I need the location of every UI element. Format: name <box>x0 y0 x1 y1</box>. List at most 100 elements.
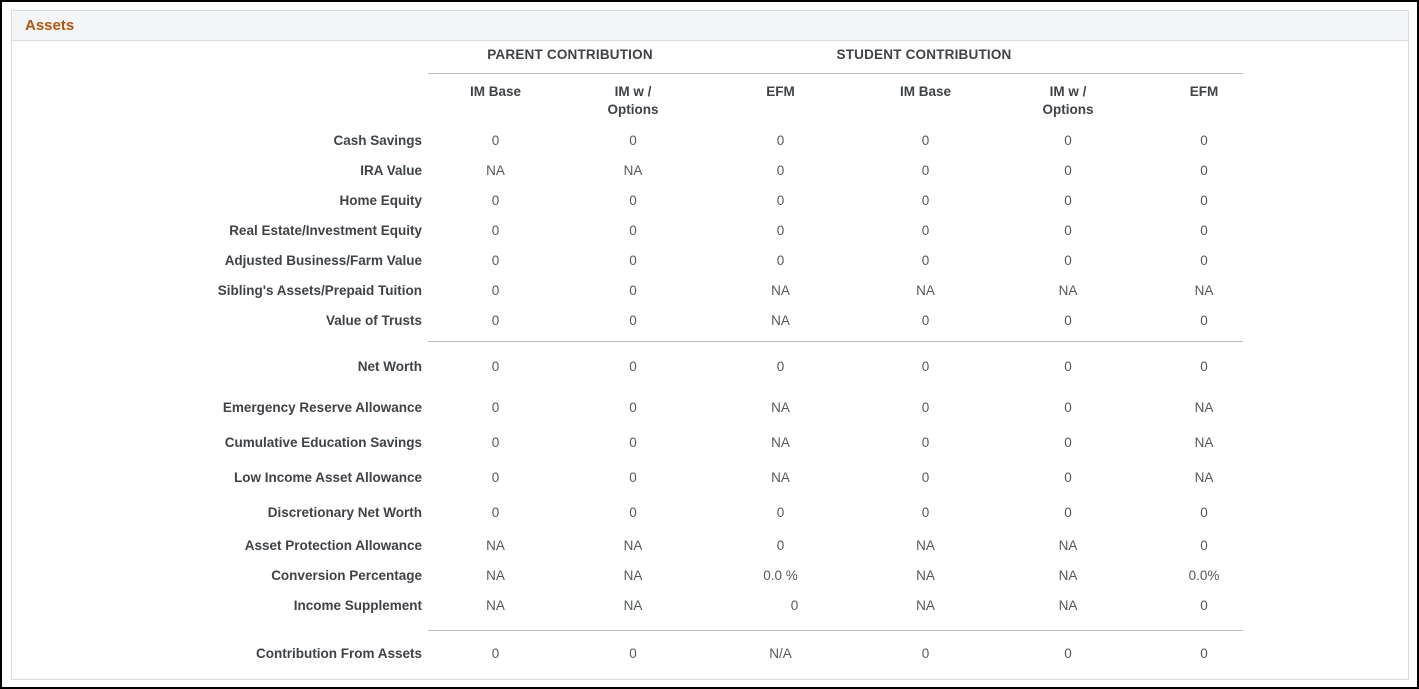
cell-value: 0 <box>1064 435 1072 450</box>
cell-value: 0 <box>921 435 930 450</box>
cell-value: 0 <box>1064 312 1072 328</box>
cell-value: 0 <box>491 645 500 661</box>
cell-value: 0 <box>921 505 930 520</box>
cell-value: 0 <box>776 505 785 520</box>
cell-value: NA <box>486 597 505 613</box>
cell-value: 0 <box>1200 312 1208 328</box>
cell-value: 0 <box>1064 470 1072 485</box>
parent-contribution-header: PARENT CONTRIBUTION <box>487 47 653 62</box>
cell-value: 0 <box>921 470 930 485</box>
cell-value: NA <box>771 470 790 485</box>
cell-value: 0 <box>921 312 930 328</box>
cell-value: 0 <box>776 358 785 374</box>
cell-value: 0 <box>1064 132 1072 148</box>
cell-value: 0 <box>921 358 930 374</box>
cell-value: 0 <box>921 222 930 238</box>
cell-value: 0 <box>629 222 637 238</box>
row-label: Adjusted Business/Farm Value <box>224 252 422 268</box>
cell-value: 0 <box>921 192 930 208</box>
cell-value: 0 <box>629 435 637 450</box>
row-label: IRA Value <box>360 162 422 178</box>
cell-value: 0 <box>1200 132 1208 148</box>
cell-value: 0 <box>1064 252 1072 268</box>
cell-value: NA <box>1194 400 1214 415</box>
row-label: Sibling's Assets/Prepaid Tuition <box>217 282 422 298</box>
row-label: Contribution From Assets <box>255 645 422 661</box>
cell-value: NA <box>771 435 790 450</box>
cell-value: NA <box>486 162 505 178</box>
row-label: Cumulative Education Savings <box>224 435 422 450</box>
cell-value: 0 <box>776 162 785 178</box>
column-group-header-row: PARENT CONTRIBUTION STUDENT CONTRIBUTION <box>12 47 1408 67</box>
cell-value: NA <box>1058 597 1078 613</box>
cell-value: 0 <box>1064 645 1072 661</box>
column-header-student-im-options: IM w / Options <box>1042 84 1094 117</box>
table-row-adjusted-business-farm-value: Adjusted Business/Farm Value 0 0 0 0 0 0 <box>12 245 1408 275</box>
table-row-low-income-asset-allowance: Low Income Asset Allowance 0 0 NA 0 0 NA <box>12 460 1408 495</box>
cell-value: 0 <box>491 132 500 148</box>
cell-value: 0 <box>491 505 500 520</box>
cell-value: 0 <box>1064 358 1072 374</box>
cell-value: 0 <box>491 282 500 298</box>
cell-value: 0 <box>491 470 500 485</box>
cell-value: 0 <box>629 312 637 328</box>
cell-value: 0 <box>1064 400 1072 415</box>
table-row-home-equity: Home Equity 0 0 0 0 0 0 <box>12 185 1408 215</box>
row-label: Real Estate/Investment Equity <box>229 222 422 238</box>
table-row-ira-value: IRA Value NA NA 0 0 0 0 <box>12 155 1408 185</box>
cell-value: 0 <box>776 537 785 553</box>
table-row-discretionary-net-worth: Discretionary Net Worth 0 0 0 0 0 0 <box>12 495 1408 530</box>
cell-value: NA <box>916 597 935 613</box>
cell-value: NA <box>486 537 505 553</box>
table-row-emergency-reserve-allowance: Emergency Reserve Allowance 0 0 NA 0 0 N… <box>12 390 1408 425</box>
cell-value: 0 <box>921 162 930 178</box>
cell-value: NA <box>771 312 790 328</box>
cell-value: 0 <box>491 400 500 415</box>
cell-value: N/A <box>769 645 792 661</box>
cell-value: 0 <box>1200 505 1208 520</box>
cell-value: 0 <box>629 252 637 268</box>
table-row-siblings-assets-prepaid-tuition: Sibling's Assets/Prepaid Tuition 0 0 NA … <box>12 275 1408 305</box>
cell-value: 0 <box>491 192 500 208</box>
table-row-asset-protection-allowance: Asset Protection Allowance NA NA 0 NA NA… <box>12 530 1408 560</box>
cell-value: NA <box>1058 567 1078 583</box>
cell-value: 0 <box>491 358 500 374</box>
column-header-parent-im-options: IM w / Options <box>607 84 659 117</box>
header-divider <box>428 73 1243 74</box>
cell-value: 0 <box>629 192 637 208</box>
cell-value: NA <box>486 567 505 583</box>
cell-value: NA <box>916 537 935 553</box>
cell-value: 0 <box>1200 252 1208 268</box>
row-label: Low Income Asset Allowance <box>233 470 422 485</box>
cell-value: 0 <box>629 132 637 148</box>
page-title: Assets <box>25 17 75 34</box>
cell-value: 0 <box>1200 537 1208 553</box>
assets-table: PARENT CONTRIBUTION STUDENT CONTRIBUTION… <box>12 41 1408 669</box>
cell-value: NA <box>1058 537 1078 553</box>
column-header-row: IM Base IM w / Options EFM IM Base IM w /… <box>12 74 1408 125</box>
cell-value: NA <box>916 567 935 583</box>
cell-value: NA <box>1194 470 1214 485</box>
cell-value: 0 <box>776 222 785 238</box>
cell-value: 0 <box>790 597 799 613</box>
row-label: Income Supplement <box>293 597 422 613</box>
table-row-net-worth: Net Worth 0 0 0 0 0 0 <box>12 350 1408 382</box>
cell-value: 0 <box>491 435 500 450</box>
row-label: Home Equity <box>339 192 422 208</box>
cell-value: 0 <box>1064 192 1072 208</box>
cell-value: 0 <box>1200 192 1208 208</box>
cell-value: 0 <box>1200 222 1208 238</box>
student-contribution-header: STUDENT CONTRIBUTION <box>836 47 1012 62</box>
cell-value: 0 <box>629 400 637 415</box>
cell-value: 0 <box>1064 222 1072 238</box>
cell-value: 0 <box>629 282 637 298</box>
cell-value: 0 <box>1200 358 1208 374</box>
cell-value: 0 <box>776 132 785 148</box>
table-row-contribution-from-assets: Contribution From Assets 0 0 N/A 0 0 0 <box>12 637 1408 669</box>
row-label: Net Worth <box>357 358 422 374</box>
cell-value: NA <box>771 400 790 415</box>
cell-value: 0 <box>921 400 930 415</box>
table-row-real-estate-investment-equity: Real Estate/Investment Equity 0 0 0 0 0 … <box>12 215 1408 245</box>
cell-value: NA <box>623 567 643 583</box>
